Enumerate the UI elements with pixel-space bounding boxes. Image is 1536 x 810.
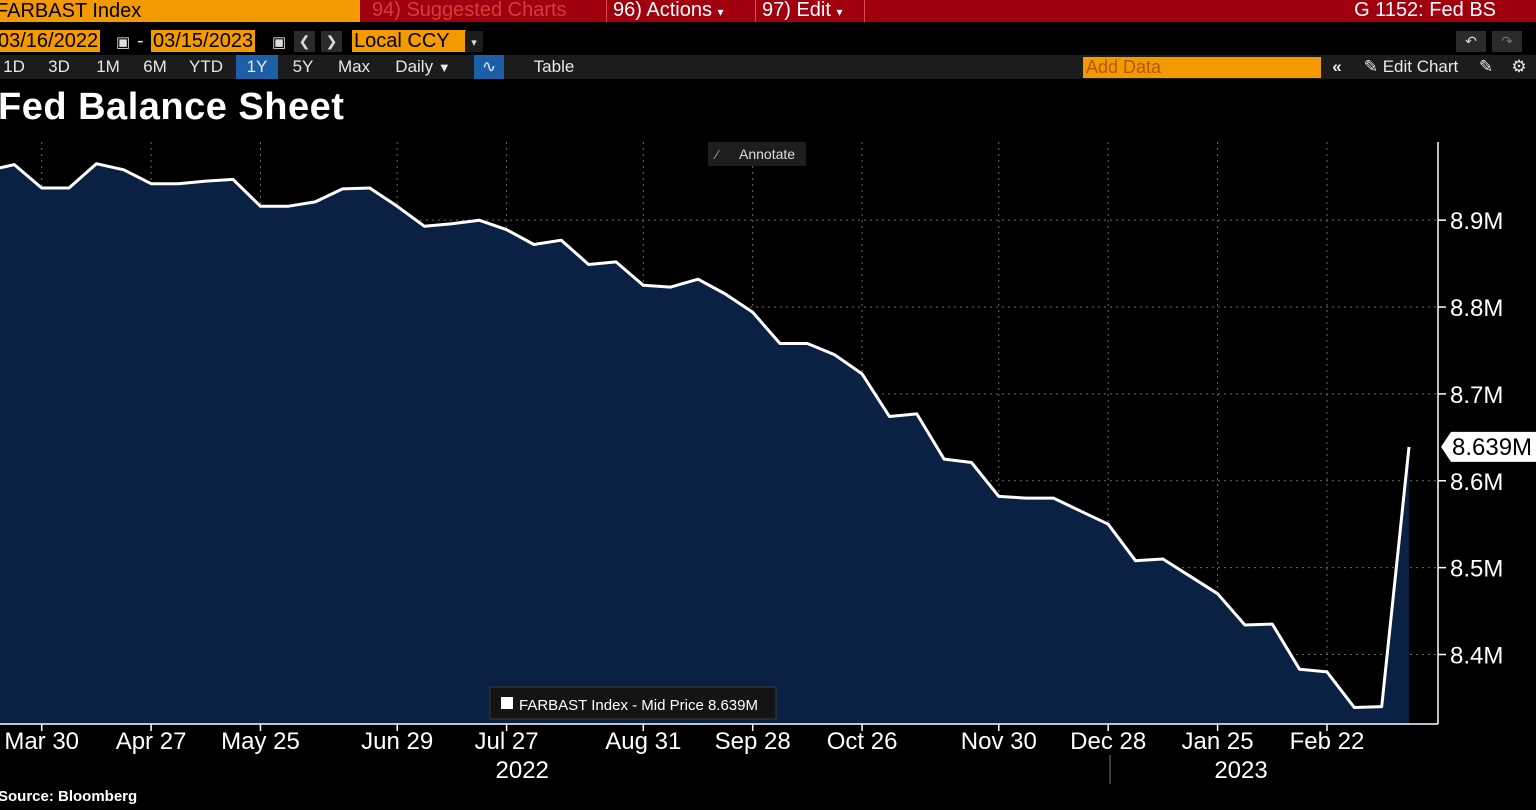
edit-chart-label: Edit Chart [1382, 57, 1459, 76]
end-date-field[interactable]: 03/15/2023 [151, 30, 256, 52]
frequency-label: Daily [395, 57, 434, 76]
chart-identifier: G 1152: Fed BS [1354, 0, 1496, 21]
chevron-down-icon: ▾ [471, 37, 477, 49]
menu-divider [864, 0, 865, 22]
x-tick-label: Apr 27 [116, 728, 187, 755]
y-tick-label: 8.5M [1450, 556, 1503, 583]
year-label: 2023 [1214, 757, 1267, 784]
edit-menu-label: 97) Edit [762, 0, 831, 21]
caret-down-icon: ▼ [437, 60, 451, 75]
currency-dropdown-button[interactable]: ▾ [465, 31, 483, 52]
legend-swatch [501, 697, 513, 709]
settings-button[interactable]: ⚙ [1506, 55, 1532, 79]
series-area [0, 163, 1409, 724]
annotate-button[interactable]: ∕ Annotate [708, 142, 806, 166]
range-ytd[interactable]: YTD [189, 57, 223, 76]
x-tick-label: Jul 27 [475, 728, 539, 755]
range-5y[interactable]: 5Y [292, 57, 314, 76]
x-tick-label: Dec 28 [1070, 728, 1146, 755]
line-chart-view-button[interactable]: ∿ [474, 55, 504, 79]
pencil-icon: ✎ [1363, 57, 1378, 76]
edit-chart-button[interactable]: ✎ Edit Chart [1356, 55, 1466, 79]
chevron-right-icon: ❯ [325, 33, 338, 49]
undo-icon: ↶ [1465, 33, 1477, 49]
x-ticks: Mar 30 Apr 27 May 25 Jun 29 Jul 27 Aug 31 Sep … [4, 724, 1364, 784]
x-tick-label: Aug 31 [605, 728, 681, 755]
y-tick-label: 8.9M [1450, 208, 1503, 235]
chevron-down-icon: ▾ [836, 5, 843, 19]
range-1d[interactable]: 1D [3, 57, 25, 76]
annotate-label: Annotate [739, 146, 795, 162]
prev-period-button[interactable]: ❮ [294, 31, 315, 52]
x-tick-label: Nov 30 [961, 728, 1037, 755]
legend-label: FARBAST Index - Mid Price 8.639M [519, 697, 758, 714]
y-tick-label: 8.7M [1450, 382, 1503, 409]
x-tick-label: Jun 29 [361, 728, 433, 755]
start-date-field[interactable]: 03/16/2022 [0, 30, 101, 52]
x-tick-label: Jan 25 [1182, 728, 1254, 755]
source-note: Source: Bloomberg [0, 788, 138, 805]
x-tick-label: Sep 28 [715, 728, 791, 755]
y-tick-label: 8.4M [1450, 643, 1503, 670]
gear-icon: ⚙ [1511, 57, 1527, 76]
x-tick-label: Oct 26 [827, 728, 898, 755]
x-tick-label: Feb 22 [1290, 728, 1365, 755]
date-separator: - [137, 30, 144, 52]
range-1m[interactable]: 1M [96, 57, 120, 76]
actions-menu-label: 96) Actions [613, 0, 712, 21]
ticker-field[interactable]: FARBAST Index [0, 0, 360, 22]
y-tick-label: 8.8M [1450, 295, 1503, 322]
add-data-input[interactable]: Add Data [1083, 57, 1321, 78]
frequency-select[interactable]: Daily ▼ [388, 55, 458, 79]
legend[interactable]: FARBAST Index - Mid Price 8.639M [489, 686, 777, 720]
table-view-button[interactable]: Table [533, 57, 575, 76]
y-tick-label: 8.6M [1450, 469, 1503, 496]
calendar-icon[interactable]: ▣ [116, 34, 131, 51]
collapse-button[interactable]: « [1324, 55, 1350, 79]
last-value-label: 8.639M [1452, 434, 1532, 461]
suggested-charts-menu[interactable]: 94) Suggested Charts [372, 0, 567, 21]
range-max[interactable]: Max [337, 57, 371, 76]
undo-button[interactable]: ↶ [1456, 31, 1486, 52]
chevron-left-icon: ❮ [298, 33, 311, 49]
last-value-marker: 8.639M [1441, 431, 1536, 462]
chart-title: Fed Balance Sheet [0, 86, 345, 128]
edit-square-icon: ✎ [1478, 57, 1494, 76]
edit-menu[interactable]: 97) Edit ▾ [755, 0, 843, 22]
calendar-icon[interactable]: ▣ [272, 34, 287, 51]
chart-area[interactable]: 8.4M 8.5M 8.6M 8.7M 8.8M 8.9M Mar 30 Apr 27 May… [0, 138, 1536, 788]
series-line [0, 162, 1411, 709]
redo-button[interactable]: ↷ [1492, 31, 1522, 52]
currency-select[interactable]: Local CCY [352, 30, 466, 52]
year-label: 2022 [496, 757, 549, 784]
chevron-down-icon: ▾ [717, 5, 724, 19]
line-chart-icon: ∿ [481, 57, 497, 76]
range-6m[interactable]: 6M [143, 57, 167, 76]
range-1y[interactable]: 1Y [236, 55, 278, 79]
range-3d[interactable]: 3D [48, 57, 70, 76]
actions-menu[interactable]: 96) Actions ▾ [606, 0, 724, 22]
pencil-icon: ∕ [713, 147, 720, 162]
y-ticks: 8.4M 8.5M 8.6M 8.7M 8.8M 8.9M [1438, 208, 1503, 670]
chart-edit-tools-button[interactable]: ✎ [1474, 55, 1498, 79]
redo-icon: ↷ [1501, 33, 1513, 49]
next-period-button[interactable]: ❯ [321, 31, 342, 52]
command-bar [0, 0, 1536, 22]
x-tick-label: May 25 [221, 728, 300, 755]
x-tick-label: Mar 30 [4, 728, 79, 755]
double-chevron-left-icon: « [1332, 57, 1342, 76]
